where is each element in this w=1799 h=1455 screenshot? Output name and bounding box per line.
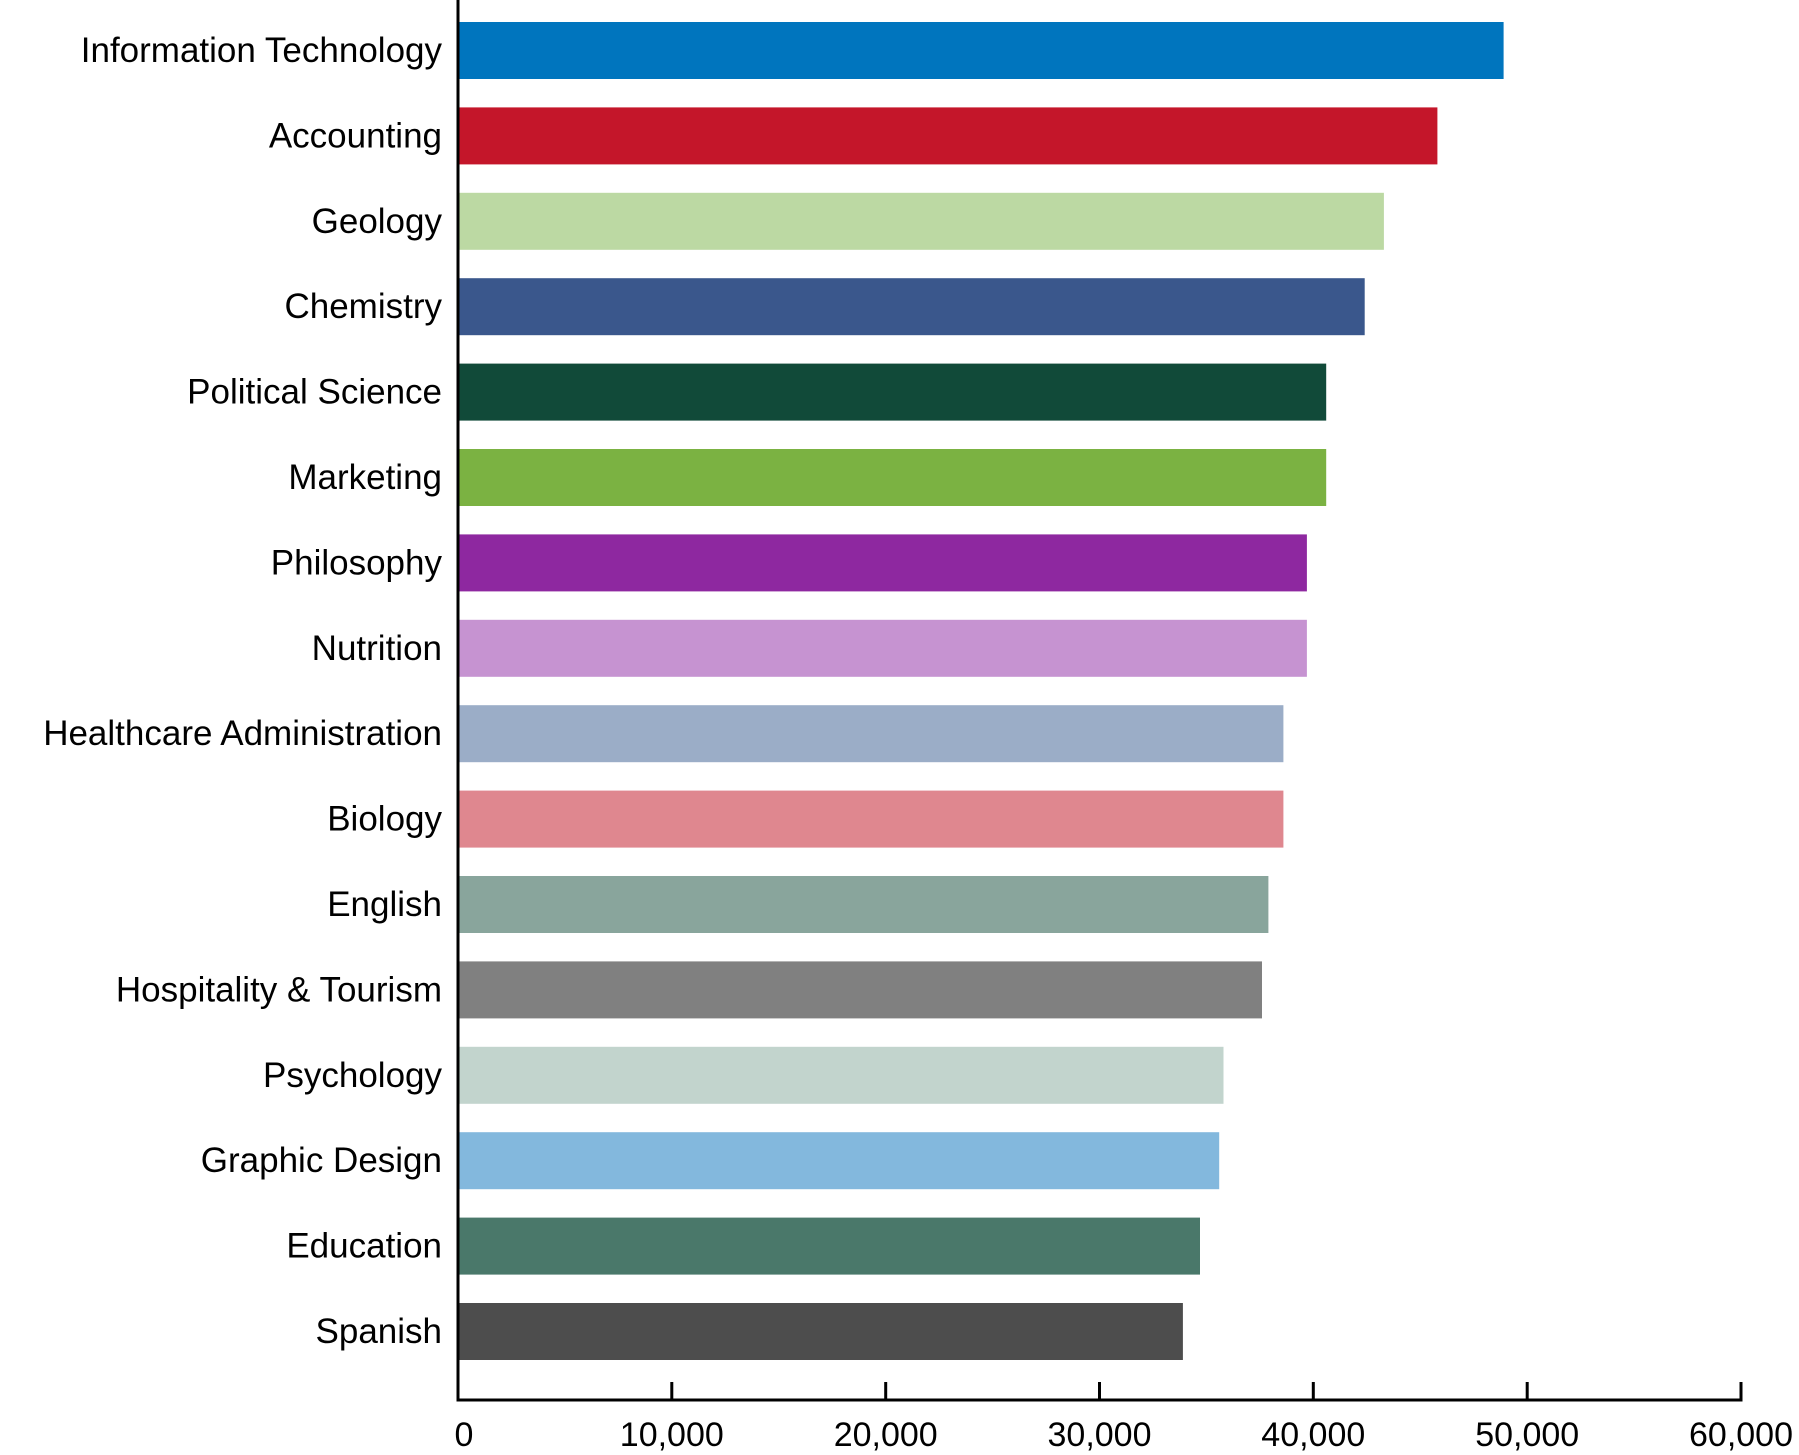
category-label-hospitality-and-tourism: Hospitality & Tourism — [116, 970, 442, 1009]
bar-english — [458, 876, 1269, 933]
x-tick-label-50000: 50,000 — [1475, 1416, 1579, 1454]
category-label-information-technology: Information Technology — [81, 31, 443, 70]
bar-psychology — [458, 1046, 1224, 1104]
bar-education — [458, 1217, 1200, 1275]
x-tick-label-20000: 20,000 — [834, 1416, 938, 1454]
bar-biology — [458, 790, 1284, 848]
x-tick-label-10000: 10,000 — [620, 1416, 724, 1454]
x-tick-label-40000: 40,000 — [1261, 1416, 1365, 1454]
category-labels-group: Information Technology Accounting Geology C… — [43, 31, 442, 1351]
bar-marketing — [458, 449, 1327, 506]
bar-accounting — [458, 107, 1438, 165]
category-label-philosophy: Philosophy — [271, 543, 443, 582]
bar-chemistry — [458, 278, 1365, 336]
category-label-psychology: Psychology — [263, 1056, 442, 1095]
bar-spanish — [458, 1303, 1183, 1360]
bar-graphic-design — [458, 1132, 1220, 1190]
bars-group — [458, 22, 1504, 1360]
category-label-nutrition: Nutrition — [312, 629, 442, 668]
bar-hospitality-and-tourism — [458, 961, 1262, 1019]
category-label-healthcare-administration: Healthcare Administration — [43, 714, 442, 753]
category-label-geology: Geology — [312, 202, 443, 241]
category-label-education: Education — [286, 1227, 442, 1266]
category-label-marketing: Marketing — [288, 458, 442, 497]
x-tick-label-30000: 30,000 — [1048, 1416, 1152, 1454]
bar-healthcare-administration — [458, 705, 1284, 763]
bar-political-science — [458, 363, 1327, 421]
x-tick-label-60000: 60,000 — [1689, 1416, 1793, 1454]
x-tick-label-0: 0 — [455, 1416, 474, 1454]
category-label-chemistry: Chemistry — [284, 287, 442, 326]
bar-philosophy — [458, 534, 1307, 592]
bar-nutrition — [458, 619, 1307, 677]
x-ticks-group: 0 10,000 20,000 30,000 40,000 50,000 60,000 — [455, 1382, 1793, 1454]
category-label-accounting: Accounting — [269, 116, 442, 155]
bar-geology — [458, 192, 1384, 250]
category-label-english: English — [327, 885, 442, 924]
bar-information-technology — [458, 22, 1504, 79]
category-label-political-science: Political Science — [187, 373, 442, 412]
category-label-graphic-design: Graphic Design — [201, 1141, 442, 1180]
category-label-biology: Biology — [327, 800, 442, 839]
category-label-spanish: Spanish — [316, 1312, 442, 1351]
